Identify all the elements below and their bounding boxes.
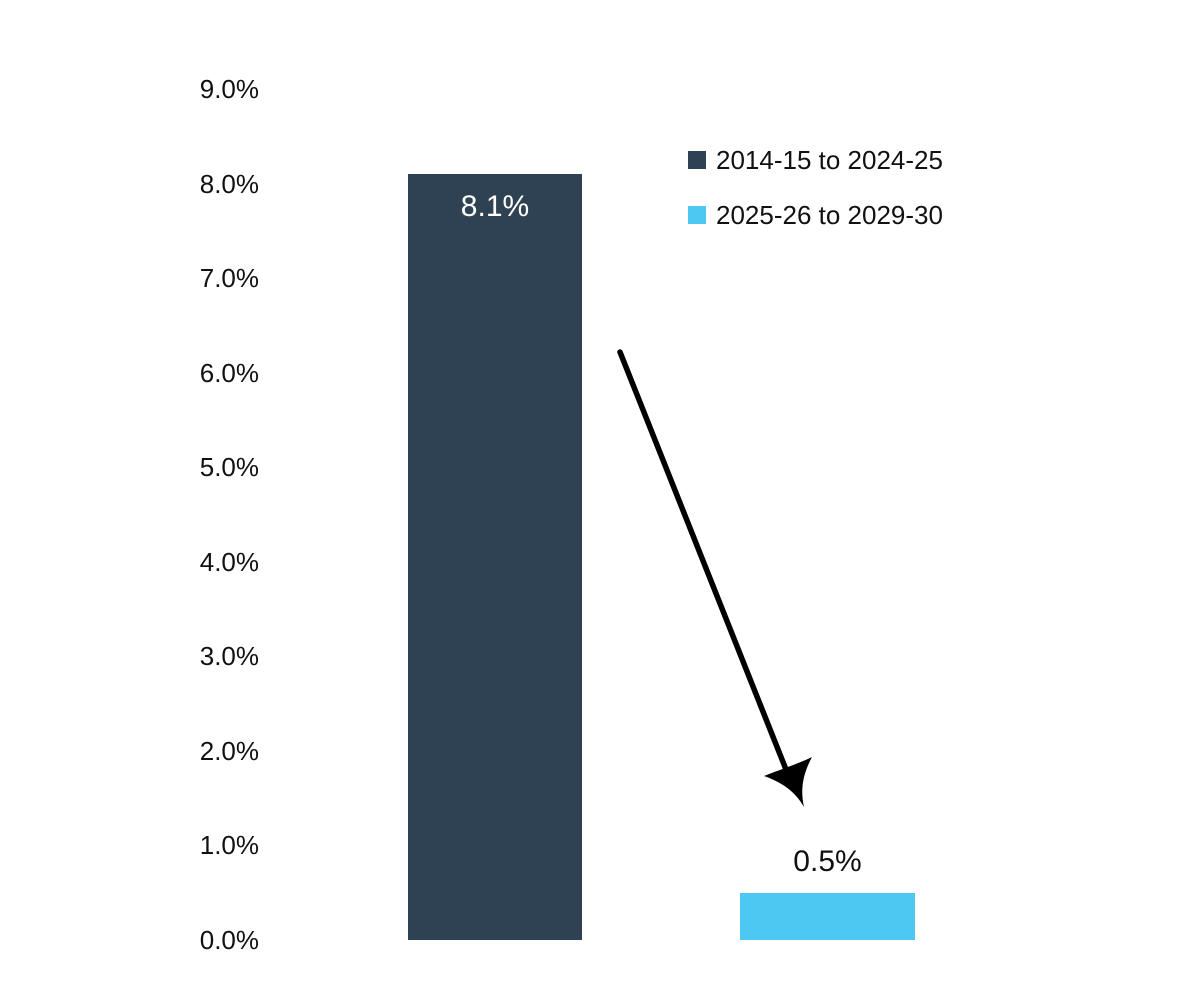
- y-axis-tick-label: 1.0%: [199, 830, 259, 861]
- y-axis-tick-label: 7.0%: [199, 263, 259, 294]
- legend-label: 2025-26 to 2029-30: [716, 200, 943, 230]
- y-axis-tick-label: 3.0%: [199, 641, 259, 672]
- bar-period-2: [740, 892, 915, 940]
- legend-label: 2014-15 to 2024-25: [716, 144, 943, 175]
- y-axis-tick-label: 5.0%: [199, 452, 259, 483]
- bar-period-1: 8.1%: [408, 174, 582, 940]
- bar-value-label: 0.5%: [793, 844, 862, 878]
- y-axis-tick-label: 8.0%: [199, 168, 259, 199]
- y-axis-tick-label: 4.0%: [199, 546, 259, 577]
- y-axis-tick-label: 0.0%: [199, 925, 259, 955]
- bar-value-label: 8.1%: [460, 190, 530, 224]
- y-axis-tick-label: 9.0%: [199, 73, 259, 104]
- legend-swatch-icon: [688, 150, 706, 169]
- arrow-shaft: [617, 349, 790, 775]
- y-axis-tick-label: 6.0%: [199, 357, 259, 388]
- legend-entry: 2025-26 to 2029-30: [688, 201, 943, 229]
- legend-entry: 2014-15 to 2024-25: [688, 146, 943, 174]
- y-axis-tick-label: 2.0%: [199, 735, 259, 766]
- legend-swatch-icon: [688, 206, 706, 224]
- arrow-head: [764, 757, 812, 807]
